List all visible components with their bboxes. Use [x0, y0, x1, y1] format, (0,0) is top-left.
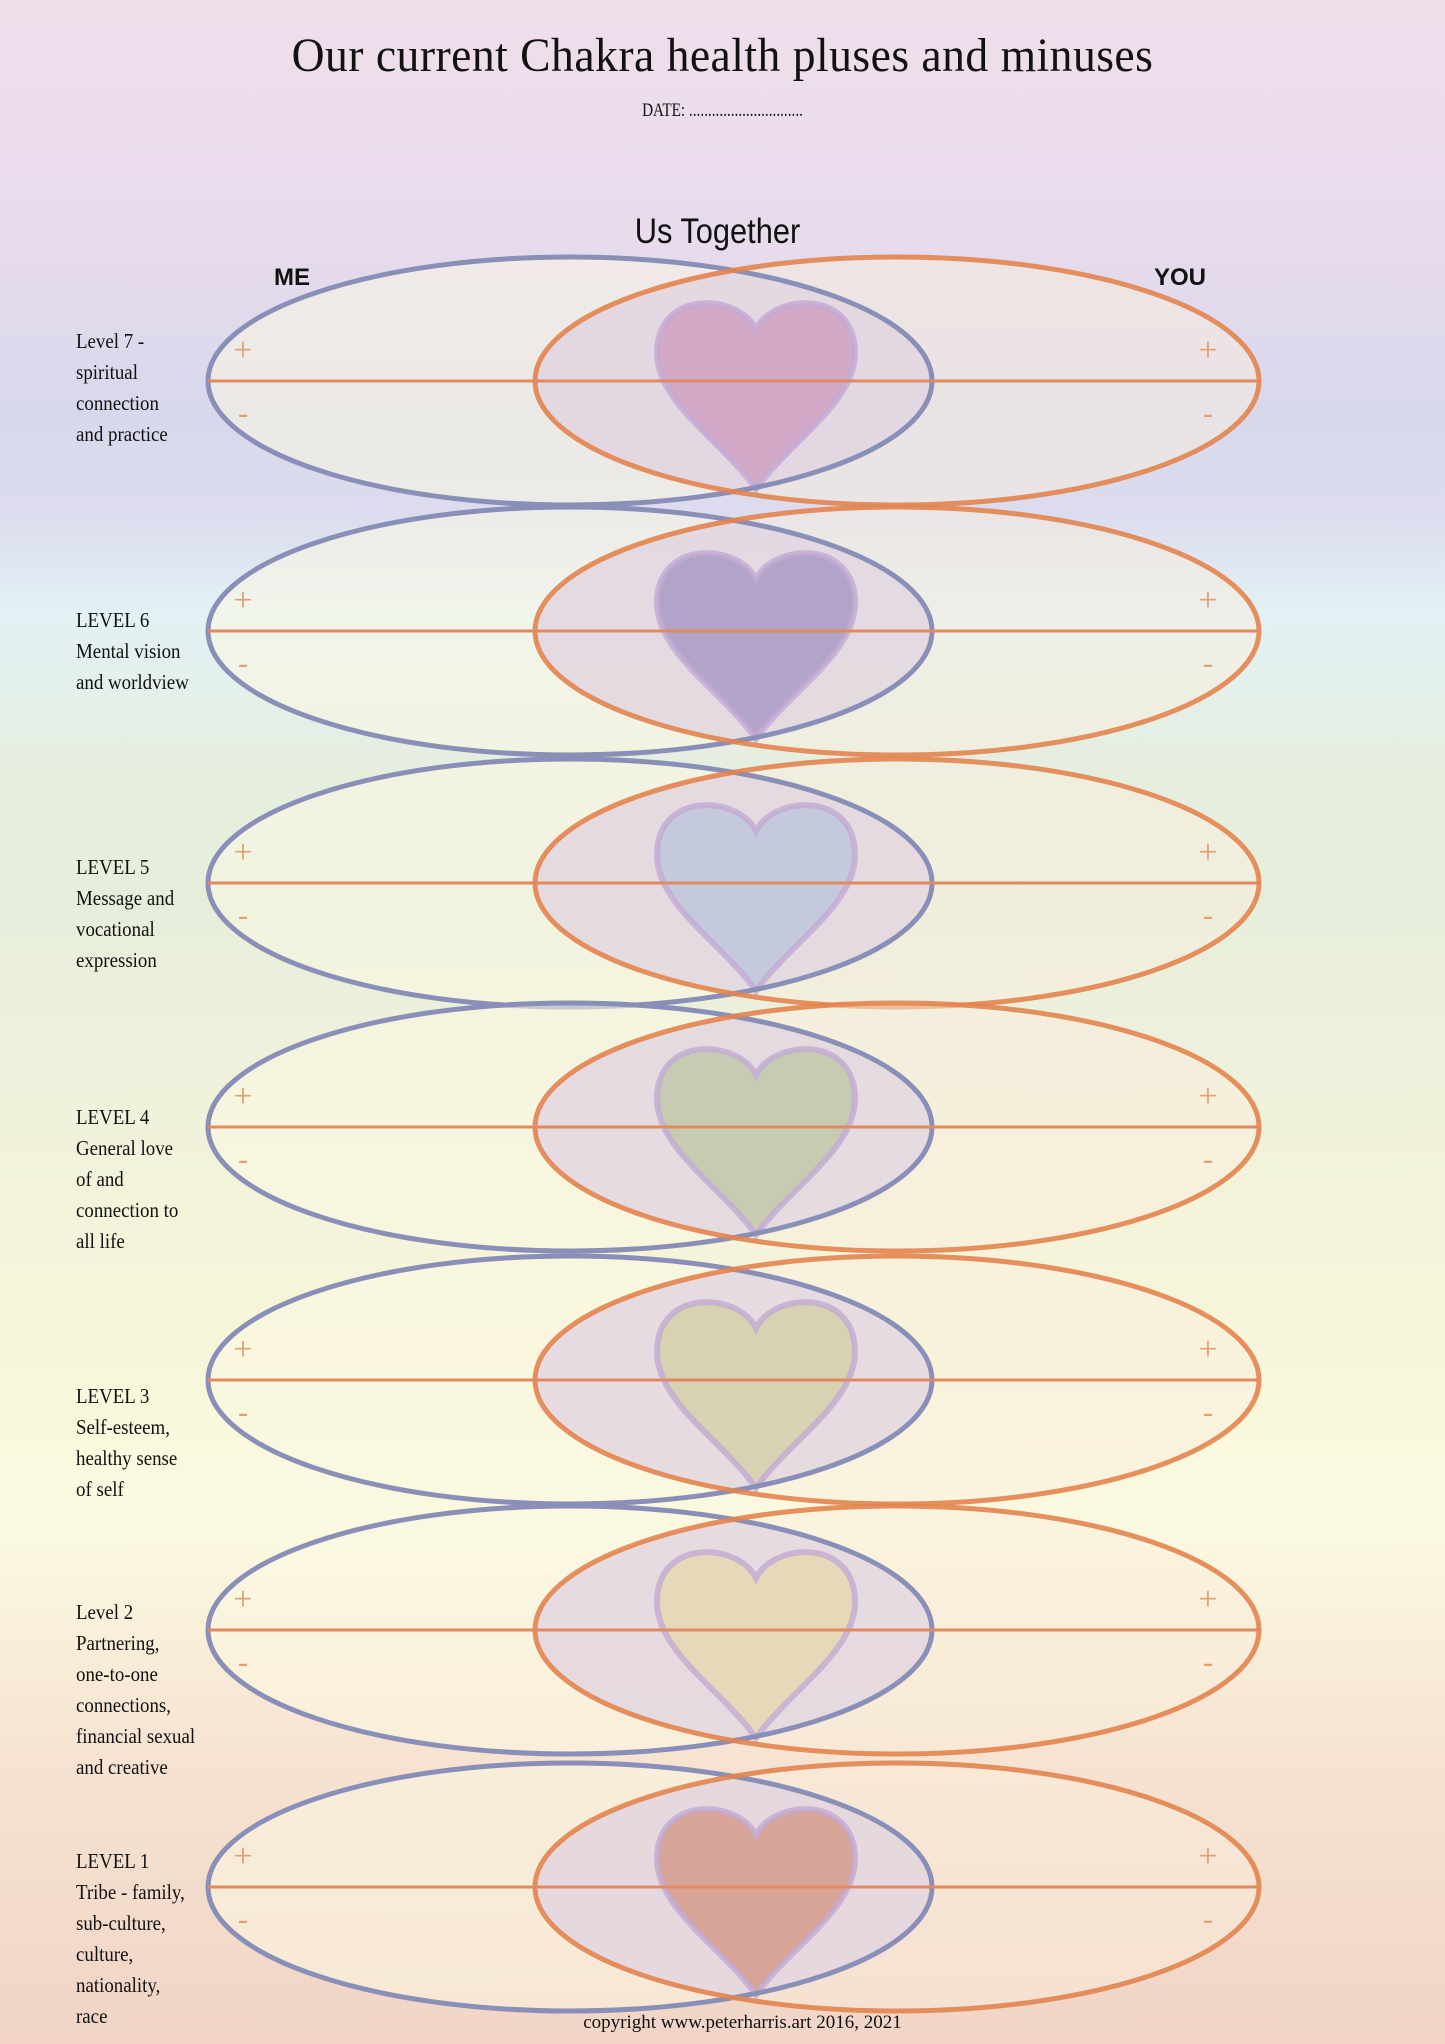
- label-line: financial sexual: [76, 1724, 196, 1748]
- level-5-group: + - + -: [205, 756, 1262, 1010]
- level-2-label: Level 2 Partnering, one-to-one connections,…: [76, 1597, 195, 1783]
- label-line: Level 7 -: [76, 329, 145, 353]
- level-3-label: LEVEL 3 Self-esteem, healthy sense of self: [76, 1381, 177, 1505]
- level-6-label: LEVEL 6 Mental vision and worldview: [76, 605, 189, 698]
- label-line: and worldview: [76, 670, 189, 694]
- you-plus-sign: +: [1198, 834, 1217, 871]
- label-line: LEVEL 5: [76, 855, 150, 879]
- me-minus-sign: -: [238, 647, 248, 680]
- you-plus-sign: +: [1198, 1331, 1217, 1368]
- me-plus-sign: +: [233, 582, 252, 619]
- label-line: Mental vision: [76, 639, 181, 663]
- label-line: of self: [76, 1477, 124, 1501]
- me-plus-sign: +: [233, 1331, 252, 1368]
- date-field[interactable]: DATE: ..............................: [642, 100, 803, 121]
- you-minus-sign: -: [1203, 647, 1213, 680]
- you-plus-sign: +: [1198, 1581, 1217, 1618]
- me-plus-sign: +: [233, 1581, 252, 1618]
- label-line: connection to: [76, 1198, 179, 1222]
- me-minus-sign: -: [238, 899, 248, 932]
- you-minus-sign: -: [1203, 1903, 1213, 1936]
- label-line: LEVEL 1: [76, 1849, 150, 1873]
- label-line: Partnering,: [76, 1631, 160, 1655]
- label-line: LEVEL 3: [76, 1384, 150, 1408]
- level-2-group: + - + -: [205, 1503, 1262, 1757]
- label-line: race: [76, 2004, 108, 2028]
- level-7-label: Level 7 - spiritual connection and practice: [76, 326, 168, 450]
- label-line: healthy sense: [76, 1446, 178, 1470]
- level-4-group: + - + -: [205, 1000, 1262, 1254]
- you-minus-sign: -: [1203, 1646, 1213, 1679]
- label-line: General love: [76, 1136, 174, 1160]
- label-line: all life: [76, 1229, 125, 1253]
- me-plus-sign: +: [233, 834, 252, 871]
- me-minus-sign: -: [238, 1396, 248, 1429]
- you-minus-sign: -: [1203, 899, 1213, 932]
- label-line: connections,: [76, 1693, 172, 1717]
- me-minus-sign: -: [238, 1903, 248, 1936]
- label-line: LEVEL 4: [76, 1105, 150, 1129]
- label-line: one-to-one: [76, 1662, 158, 1686]
- label-line: culture,: [76, 1942, 134, 1966]
- level-6-group: + - + -: [205, 504, 1262, 758]
- me-plus-sign: +: [233, 1078, 252, 1115]
- you-minus-sign: -: [1203, 1143, 1213, 1176]
- me-minus-sign: -: [238, 1143, 248, 1176]
- you-heading: YOU: [1154, 264, 1207, 291]
- you-minus-sign: -: [1203, 1396, 1213, 1429]
- label-line: expression: [76, 948, 157, 972]
- you-plus-sign: +: [1198, 332, 1217, 369]
- label-line: Level 2: [76, 1600, 134, 1624]
- me-heading: ME: [274, 264, 310, 291]
- you-minus-sign: -: [1203, 397, 1213, 430]
- you-plus-sign: +: [1198, 1838, 1217, 1875]
- label-line: nationality,: [76, 1973, 161, 1997]
- label-line: and creative: [76, 1755, 168, 1779]
- level-7-group: + - + -: [205, 254, 1262, 508]
- me-minus-sign: -: [238, 1646, 248, 1679]
- label-line: Message and: [76, 886, 175, 910]
- you-plus-sign: +: [1198, 1078, 1217, 1115]
- label-line: Tribe - family,: [76, 1880, 185, 1904]
- me-minus-sign: -: [238, 397, 248, 430]
- label-line: spiritual: [76, 360, 138, 384]
- level-3-group: + - + -: [205, 1253, 1262, 1507]
- label-line: vocational: [76, 917, 155, 941]
- label-line: Self-esteem,: [76, 1415, 170, 1439]
- page-title: Our current Chakra health pluses and min…: [291, 29, 1154, 82]
- level-1-group: + - + -: [205, 1760, 1262, 2014]
- level-4-label: LEVEL 4 General love of and connection to al…: [76, 1102, 178, 1257]
- label-line: sub-culture,: [76, 1911, 166, 1935]
- level-5-label: LEVEL 5 Message and vocational expression: [76, 852, 174, 976]
- label-line: connection: [76, 391, 159, 415]
- me-plus-sign: +: [233, 1838, 252, 1875]
- you-plus-sign: +: [1198, 582, 1217, 619]
- copyright-text: copyright www.peterharris.art 2016, 2021: [583, 2012, 902, 2033]
- us-together-heading: Us Together: [634, 212, 801, 251]
- me-plus-sign: +: [233, 332, 252, 369]
- label-line: of and: [76, 1167, 124, 1191]
- level-1-label: LEVEL 1 Tribe - family, sub-culture, cultur…: [76, 1846, 185, 2032]
- label-line: LEVEL 6: [76, 608, 150, 632]
- label-line: and practice: [76, 422, 168, 446]
